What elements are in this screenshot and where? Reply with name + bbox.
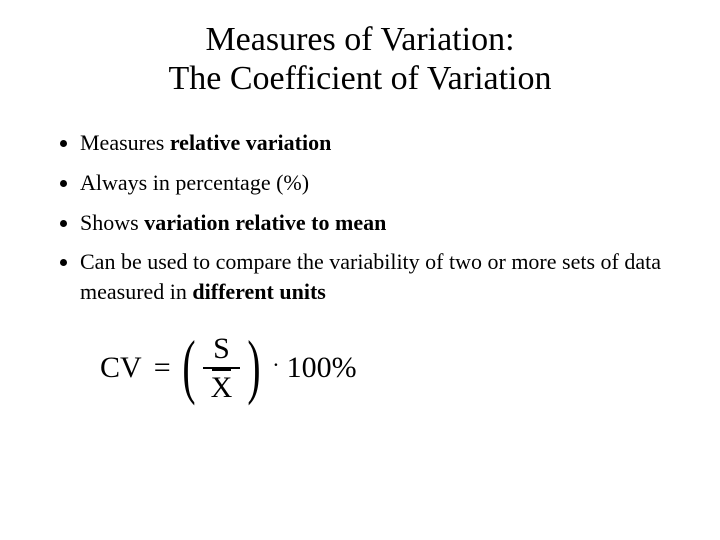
bullet-list: Measures relative variation Always in pe…: [60, 128, 680, 306]
title-line-2: The Coefficient of Variation: [168, 60, 551, 97]
formula-label: CV: [100, 351, 142, 385]
denominator: X: [203, 371, 241, 404]
bullet-bold: relative variation: [170, 130, 332, 155]
right-paren: ): [248, 330, 261, 402]
bullet-bold: different units: [192, 279, 325, 304]
formula: CV = ( S X ) · 100%: [100, 332, 680, 404]
bullet-bold: variation relative to mean: [144, 210, 386, 235]
hundred-percent: 100%: [287, 351, 357, 385]
bullet-text: Shows: [80, 210, 144, 235]
slide: Measures of Variation: The Coefficient o…: [0, 0, 720, 540]
multiply-dot: ·: [272, 352, 279, 378]
fraction: S X: [203, 332, 241, 404]
numerator: S: [205, 332, 238, 365]
x-bar-symbol: X: [211, 371, 233, 404]
slide-title: Measures of Variation: The Coefficient o…: [40, 20, 680, 98]
bullet-text: Always in percentage (%): [80, 170, 309, 195]
bullet-text: Measures: [80, 130, 170, 155]
bullet-text: Can be used to compare the variability o…: [80, 249, 661, 304]
title-line-1: Measures of Variation:: [205, 21, 514, 58]
equals-sign: =: [154, 351, 171, 385]
list-item: Can be used to compare the variability o…: [80, 247, 680, 306]
list-item: Always in percentage (%): [80, 168, 680, 198]
list-item: Measures relative variation: [80, 128, 680, 158]
left-paren: (: [182, 330, 195, 402]
list-item: Shows variation relative to mean: [80, 208, 680, 238]
